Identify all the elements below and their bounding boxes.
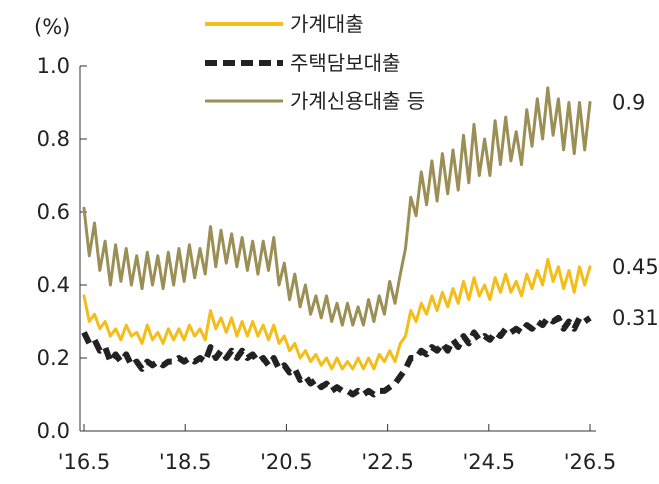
legend-item-credit-loan: 가계신용대출 등 — [205, 89, 425, 113]
x-tick-label: '26.5 — [564, 450, 617, 474]
x-tick-group: '16.5 '18.5 '20.5 '22.5 '24.5 '26.5 — [58, 424, 617, 474]
y-tick-label: 0.6 — [37, 200, 70, 224]
end-label-group: 0.45 0.31 0.9 — [612, 91, 659, 330]
series-line-household-loan — [82, 258, 592, 371]
y-tick-label: 0.2 — [37, 346, 70, 370]
end-label-household-loan: 0.45 — [612, 255, 659, 279]
legend-label-mortgage: 주택담보대출 — [290, 51, 400, 75]
end-label-credit-loan: 0.9 — [612, 91, 645, 115]
end-label-mortgage: 0.31 — [612, 306, 659, 330]
series-line-mortgage — [81, 314, 592, 398]
y-tick-label: 0.8 — [37, 127, 70, 151]
y-tick-group: 0.0 0.2 0.4 0.6 0.8 1.0 — [37, 54, 87, 443]
x-tick-label: '18.5 — [159, 450, 212, 474]
legend-item-mortgage: 주택담보대출 — [205, 51, 400, 75]
y-tick-label: 0.0 — [37, 419, 70, 443]
series-line-credit-loan — [82, 86, 592, 327]
series-group — [81, 86, 592, 398]
x-tick-label: '20.5 — [260, 450, 313, 474]
y-unit-label: (%) — [34, 15, 70, 39]
x-tick-label: '24.5 — [463, 450, 516, 474]
legend-label-household-loan: 가계대출 — [290, 12, 364, 36]
x-tick-label: '16.5 — [58, 450, 111, 474]
legend-label-credit-loan: 가계신용대출 등 — [290, 89, 425, 113]
legend-item-household-loan: 가계대출 — [205, 12, 364, 36]
y-tick-label: 0.4 — [37, 273, 70, 297]
x-tick-label: '22.5 — [361, 450, 414, 474]
legend: 가계대출 주택담보대출 가계신용대출 등 — [205, 12, 425, 113]
y-tick-label: 1.0 — [37, 54, 70, 78]
